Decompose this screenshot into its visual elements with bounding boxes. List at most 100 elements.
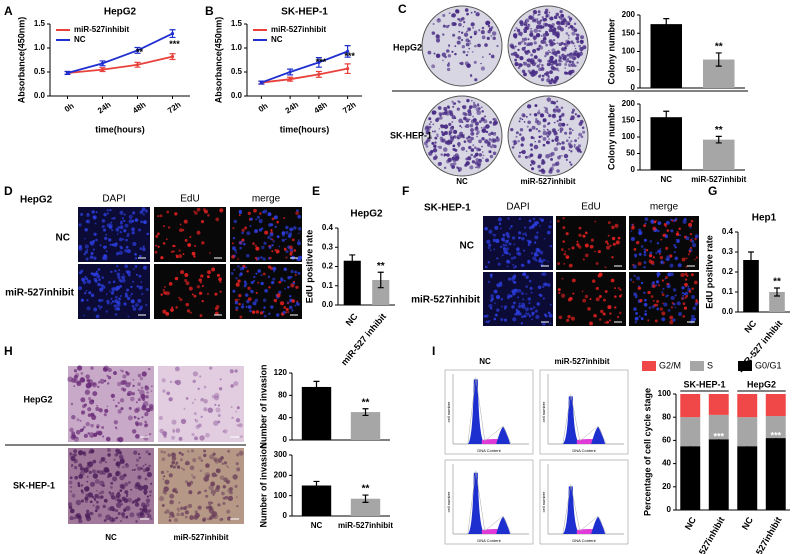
cell-nucleus bbox=[584, 253, 589, 258]
colony bbox=[542, 124, 547, 128]
cell-nucleus bbox=[201, 299, 204, 303]
cell-nucleus bbox=[110, 302, 113, 305]
colony bbox=[474, 161, 479, 165]
colony bbox=[552, 101, 555, 103]
cell-nucleus bbox=[513, 256, 517, 260]
micrograph bbox=[78, 207, 150, 262]
cell-nucleus bbox=[95, 211, 98, 214]
cell-nucleus bbox=[533, 241, 537, 244]
colony bbox=[473, 30, 478, 35]
cell-nucleus bbox=[244, 293, 249, 297]
colony bbox=[468, 145, 472, 150]
y-tick-label: 300 bbox=[274, 450, 288, 459]
cell-nucleus bbox=[244, 226, 248, 230]
cell-nucleus bbox=[172, 250, 175, 253]
colony bbox=[425, 130, 430, 135]
cell-nucleus bbox=[297, 227, 302, 231]
stained-cell bbox=[97, 385, 100, 389]
panel-letter: C bbox=[398, 2, 407, 16]
cell-nucleus bbox=[138, 285, 143, 290]
colony bbox=[437, 106, 442, 110]
stained-cell bbox=[120, 484, 126, 490]
colony bbox=[443, 166, 447, 170]
cell-nucleus bbox=[536, 231, 539, 234]
cell-nucleus bbox=[631, 226, 635, 230]
cell-nucleus bbox=[512, 291, 516, 296]
colony bbox=[471, 51, 474, 53]
colony bbox=[529, 42, 533, 46]
colony bbox=[475, 166, 477, 169]
colony bbox=[433, 130, 437, 133]
y-tick-label: 50 bbox=[626, 65, 635, 74]
cell-nucleus bbox=[617, 315, 620, 319]
colony bbox=[519, 128, 524, 132]
cell-nucleus bbox=[600, 309, 604, 314]
colony bbox=[481, 110, 484, 113]
cell-nucleus bbox=[562, 216, 565, 220]
cell-nucleus bbox=[528, 302, 531, 304]
stained-cell bbox=[86, 475, 89, 478]
cell-nucleus bbox=[563, 252, 567, 256]
cell-nucleus bbox=[661, 279, 665, 282]
colony bbox=[460, 146, 466, 151]
stained-cell bbox=[105, 436, 111, 442]
stained-cell bbox=[117, 465, 120, 469]
colony bbox=[524, 46, 526, 49]
bar-segment bbox=[765, 394, 786, 417]
colony bbox=[539, 113, 545, 118]
cell-nucleus bbox=[674, 294, 677, 297]
cell-nucleus bbox=[649, 240, 653, 243]
stained-cell bbox=[101, 426, 105, 429]
stained-cell bbox=[78, 463, 83, 468]
colony bbox=[560, 13, 565, 18]
stained-cell bbox=[215, 407, 221, 413]
cell-nucleus bbox=[687, 253, 690, 256]
cell-nucleus bbox=[534, 253, 538, 257]
cell-nucleus bbox=[97, 304, 101, 308]
colony bbox=[465, 42, 470, 47]
cell-nucleus bbox=[121, 275, 126, 280]
cell-nucleus bbox=[694, 302, 698, 306]
stained-cell bbox=[68, 505, 73, 510]
stained-cell bbox=[229, 487, 234, 491]
colony bbox=[528, 15, 533, 20]
stained-cell bbox=[119, 458, 125, 465]
cell-nucleus bbox=[126, 248, 131, 254]
colony bbox=[436, 117, 440, 121]
stained-cell bbox=[91, 469, 96, 474]
colony bbox=[568, 53, 571, 55]
cell-nucleus bbox=[258, 219, 263, 224]
cell-nucleus bbox=[670, 295, 675, 301]
cell-nucleus bbox=[297, 241, 301, 246]
cell-nucleus bbox=[635, 240, 640, 245]
cell-nucleus bbox=[262, 272, 266, 276]
colony bbox=[565, 32, 569, 35]
stained-cell bbox=[135, 401, 138, 404]
stained-cell bbox=[120, 407, 124, 411]
cell-nucleus bbox=[137, 298, 142, 303]
x-tick-label: 48h bbox=[312, 100, 329, 115]
colony bbox=[546, 112, 549, 115]
col-label: EdU bbox=[581, 202, 600, 213]
cell-nucleus bbox=[598, 294, 602, 299]
colony bbox=[492, 151, 497, 156]
colony bbox=[509, 43, 514, 48]
cell-nucleus bbox=[263, 241, 267, 245]
cell-nucleus bbox=[154, 250, 158, 254]
cell-nucleus bbox=[487, 280, 491, 284]
cell-nucleus bbox=[124, 264, 129, 269]
colony bbox=[514, 62, 519, 67]
colony bbox=[481, 117, 484, 120]
cell-nucleus bbox=[119, 210, 124, 215]
stained-cell bbox=[78, 518, 83, 524]
cell-nucleus bbox=[676, 231, 679, 234]
significance: ** bbox=[377, 261, 385, 272]
colony bbox=[427, 50, 432, 55]
cell-nucleus bbox=[276, 293, 281, 298]
error-bar bbox=[715, 135, 722, 144]
cell-nucleus bbox=[289, 227, 294, 232]
colony bbox=[529, 163, 532, 166]
cell-nucleus bbox=[284, 238, 287, 241]
stained-cell bbox=[222, 501, 226, 505]
colony bbox=[556, 141, 560, 145]
